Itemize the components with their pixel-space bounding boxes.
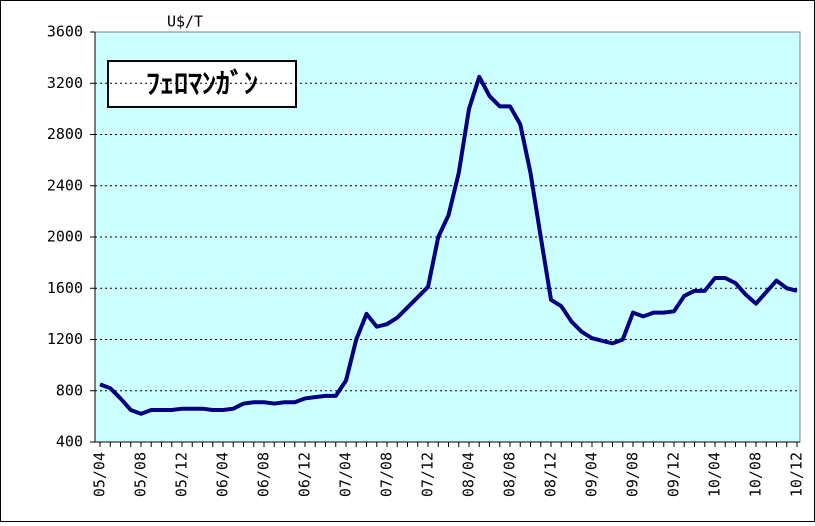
- title-box: [107, 60, 297, 108]
- x-tick-label: 05/04: [91, 452, 109, 497]
- x-tick-label: 09/08: [624, 452, 642, 497]
- line-series: [99, 74, 798, 416]
- x-tick-label: 10/12: [788, 452, 806, 497]
- x-tick-label: 07/08: [378, 452, 396, 497]
- y-tick-label: 400: [56, 433, 83, 451]
- x-tick-label: 08/08: [501, 452, 519, 497]
- y-tick-label: 3200: [47, 74, 83, 92]
- x-tick-label: 06/08: [255, 452, 273, 497]
- y-tick-label: 800: [56, 381, 83, 399]
- y-tick-label: 2000: [47, 228, 83, 246]
- x-tick-label: 10/08: [747, 452, 765, 497]
- x-tick-label: 09/12: [665, 452, 683, 497]
- x-tick-label: 05/08: [132, 452, 150, 497]
- x-tick-label: 07/04: [337, 452, 355, 497]
- y-tick-label: 3600: [47, 23, 83, 41]
- y-tick-label: 2400: [47, 176, 83, 194]
- y-tick-label: 1200: [47, 330, 83, 348]
- x-tick-label: 05/12: [173, 452, 191, 497]
- x-tick-label: 07/12: [419, 452, 437, 497]
- x-tick-label: 10/04: [706, 452, 724, 497]
- x-tick-label: 09/04: [583, 452, 601, 497]
- y-tick-label: 2800: [47, 125, 83, 143]
- y-axis-label: U$/T: [167, 13, 203, 31]
- x-tick-label: 06/12: [296, 452, 314, 497]
- y-tick-label: 1600: [47, 279, 83, 297]
- x-tick-label: 08/04: [460, 452, 478, 497]
- x-tick-label: 06/04: [214, 452, 232, 497]
- x-tick-label: 08/12: [542, 452, 560, 497]
